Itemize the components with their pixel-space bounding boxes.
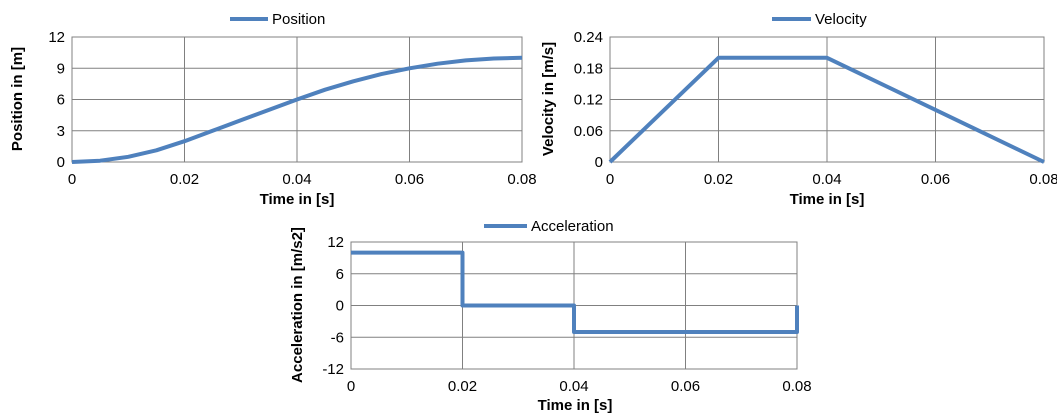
position-y-axis-title: Position in [m] — [9, 47, 26, 151]
velocity-series-line — [608, 55, 1045, 164]
acceleration-y-tick-label: 6 — [336, 266, 344, 283]
acceleration-series-line — [351, 250, 799, 334]
position-x-tick-label: 0 — [68, 171, 76, 188]
acceleration-y-axis-title: Acceleration in [m/s2] — [289, 227, 306, 383]
acceleration-x-axis-title: Time in [s] — [538, 397, 613, 414]
position-y-tick-label: 6 — [57, 92, 65, 109]
acceleration-x-tick-label: 0.04 — [559, 378, 588, 395]
velocity-x-tick-label: 0 — [606, 171, 614, 188]
position-legend-label: Position — [272, 11, 325, 28]
velocity-x-axis-title: Time in [s] — [790, 191, 865, 208]
position-y-tick-label: 12 — [48, 29, 65, 46]
position-x-tick-label: 0.08 — [507, 171, 536, 188]
velocity-y-tick-label: 0.06 — [574, 123, 603, 140]
position-x-tick-label: 0.04 — [282, 171, 311, 188]
velocity-legend-label: Velocity — [815, 11, 867, 28]
velocity-y-tick-label: 0.18 — [574, 60, 603, 77]
velocity-x-tick-label: 0.02 — [704, 171, 733, 188]
velocity-y-tick-label: 0 — [595, 154, 603, 171]
position-series-line — [71, 55, 523, 164]
velocity-y-tick-label: 0.12 — [574, 92, 603, 109]
acceleration-x-tick-label: 0.02 — [448, 378, 477, 395]
velocity-x-tick-label: 0.08 — [1029, 171, 1057, 188]
velocity-y-axis-title: Velocity in [m/s] — [540, 42, 557, 156]
velocity-x-tick-label: 0.06 — [921, 171, 950, 188]
acceleration-legend-label: Acceleration — [531, 218, 614, 235]
acceleration-x-tick-label: 0.06 — [671, 378, 700, 395]
velocity-x-tick-label: 0.04 — [812, 171, 841, 188]
acceleration-chart: 0 0.02 0.04 0.06 0.08 -12 -6 0 6 12 Time in [s] Acc… — [289, 218, 812, 414]
position-x-tick-label: 0.02 — [170, 171, 199, 188]
position-y-tick-label: 0 — [57, 154, 65, 171]
position-y-tick-label: 9 — [57, 60, 65, 77]
velocity-y-tick-label: 0.24 — [574, 29, 603, 46]
acceleration-x-tick-label: 0 — [347, 378, 355, 395]
acceleration-y-tick-label: 12 — [327, 234, 344, 251]
position-plot-area — [71, 36, 523, 163]
velocity-plot-area — [609, 36, 1045, 163]
position-x-axis-title: Time in [s] — [260, 191, 335, 208]
position-x-tick-label: 0.06 — [395, 171, 424, 188]
acceleration-y-tick-label: -12 — [322, 361, 344, 378]
position-chart: 0 0.02 0.04 0.06 0.08 0 3 6 9 12 Time in [s] Positi… — [9, 11, 537, 208]
position-y-tick-label: 3 — [57, 123, 65, 140]
acceleration-y-tick-label: 0 — [336, 298, 344, 315]
velocity-chart: 0 0.02 0.04 0.06 0.08 0 0.06 0.12 0.18 0.24 Time i… — [540, 11, 1057, 208]
acceleration-y-tick-label: -6 — [331, 329, 344, 346]
acceleration-x-tick-label: 0.08 — [782, 378, 811, 395]
